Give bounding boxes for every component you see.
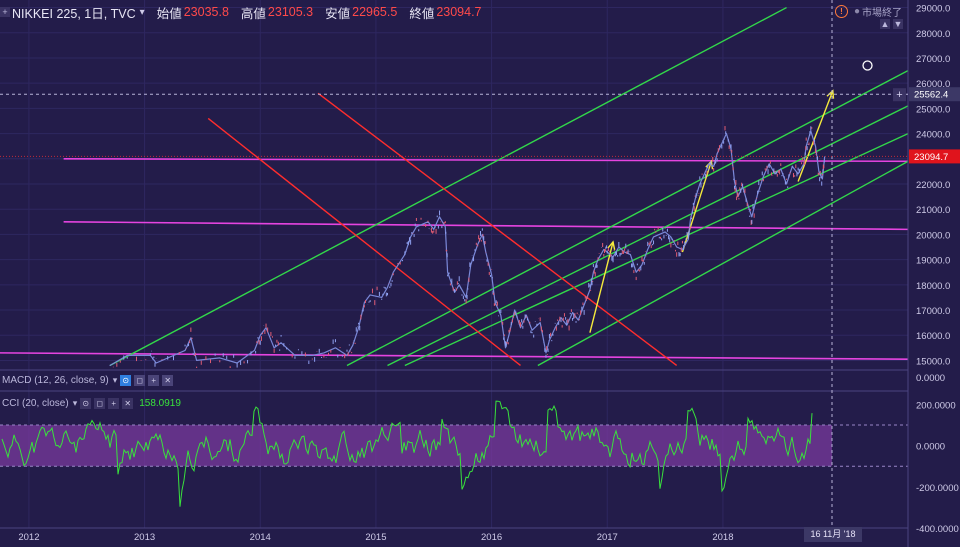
arrow-head [607,240,616,250]
chevron-down-icon[interactable]: ▾ [72,398,78,408]
trend-line [207,117,521,367]
channel-line [387,105,908,367]
low-value: 22965.5 [352,5,398,19]
symbol-title[interactable]: NIKKEI 225, 1日, TVC [12,6,136,21]
high-label: 高値 [240,6,266,21]
channel-line [537,160,908,367]
price-tick-label: 27000.0 [916,54,950,65]
channel-line [346,69,908,367]
add-alert-button [893,88,906,102]
target-marker [862,60,873,71]
warning-icon[interactable]: ! [834,5,848,18]
settings-icon[interactable]: ◻ [94,398,106,409]
scroll-up-icon[interactable]: ▲ [880,19,890,29]
close-value: 23094.7 [436,5,482,19]
price-tick-label: 18000.0 [916,281,950,292]
close-label: 終値 [409,6,435,21]
cci-tick-label: -400.0000 [916,524,959,535]
channel-line [404,132,908,367]
chevron-down-icon[interactable]: ▾ [112,375,118,385]
price-tick-label: 28000.0 [916,29,950,40]
status-dot-icon: ● [853,6,860,17]
price-tick-label: 22000.0 [916,180,950,191]
price-tick-label: 19000.0 [916,256,950,267]
horizontal-level-line [63,221,908,231]
channel-line [109,6,787,367]
time-tick-label: 2013 [134,532,155,543]
time-tick-label: 2018 [712,532,733,543]
trend-line [317,92,678,367]
time-tick-label: 2015 [365,532,386,543]
plus-icon: + [896,89,902,101]
open-value: 23035.8 [183,5,229,19]
add-icon[interactable]: + [108,398,120,409]
chevron-down-icon[interactable]: ▾ [139,6,145,18]
cci-legend: CCI (20, close) ▾ ⊙ ◻ + ✕ 158.0919 [2,398,181,409]
cci-line [1,400,813,507]
open-label: 始値 [156,6,182,21]
drawing-layer[interactable] [0,6,908,367]
price-tick-label: 16000.0 [916,331,950,342]
last-price-badge [909,149,960,164]
close-icon[interactable]: ✕ [162,375,174,386]
symbol-header: + NIKKEI 225, 1日, TVC ▾ 始値 23035.8 高値 23… [0,0,482,24]
arrow-line [589,241,614,333]
price-tick-label: 17000.0 [916,306,950,317]
price-tick-label: 26000.0 [916,79,950,90]
visibility-icon[interactable]: ⊙ [120,375,132,386]
collapse-square-icon[interactable]: + [0,7,10,17]
time-tick-label: 2012 [18,532,39,543]
arrow-line [681,161,713,253]
last-price-label: 23094.7 [914,152,948,163]
add-icon[interactable]: + [148,375,160,386]
horizontal-level-line [0,352,908,360]
macd-legend: MACD (12, 26, close, 9) ▾ ⊙ ◻ + ✕ [2,375,174,386]
crosshair-price-label: 25562.4 [914,90,948,101]
cci-current-value: 158.0919 [139,398,181,409]
price-tick-label: 15000.0 [916,356,950,367]
horizontal-level-line [63,157,908,163]
price-line [109,130,826,367]
time-tick-label: 2016 [481,532,502,543]
cci-tick-label: 0.0000 [916,442,945,453]
time-tick-label: 2017 [597,532,618,543]
price-series [109,126,826,368]
cci-label[interactable]: CCI (20, close) [2,398,69,409]
price-tick-label: 29000.0 [916,4,950,15]
macd-tick-label: 0.0000 [916,373,945,384]
cci-tick-label: -200.0000 [916,483,959,494]
price-tick-label: 20000.0 [916,230,950,241]
cci-tick-label: 200.0000 [916,400,956,411]
crosshair-price-badge [909,87,960,102]
cci-pane [0,400,908,507]
settings-icon[interactable]: ◻ [134,375,146,386]
arrow-line [797,90,834,182]
scroll-down-icon[interactable]: ▼ [893,19,903,29]
close-icon[interactable]: ✕ [122,398,134,409]
visibility-icon[interactable]: ⊙ [80,398,92,409]
price-tick-label: 24000.0 [916,130,950,141]
price-tick-label: 25000.0 [916,104,950,115]
price-tick-label: 21000.0 [916,205,950,216]
market-status: ! ● 市場終了 [834,4,902,19]
low-label: 安値 [325,6,351,21]
high-value: 23105.3 [267,5,314,19]
macd-label[interactable]: MACD (12, 26, close, 9) [2,375,109,386]
time-tick-label: 2014 [250,532,271,543]
crosshair-date-label: 16 11月 '18 [804,527,862,542]
market-status-text: 市場終了 [862,8,902,19]
